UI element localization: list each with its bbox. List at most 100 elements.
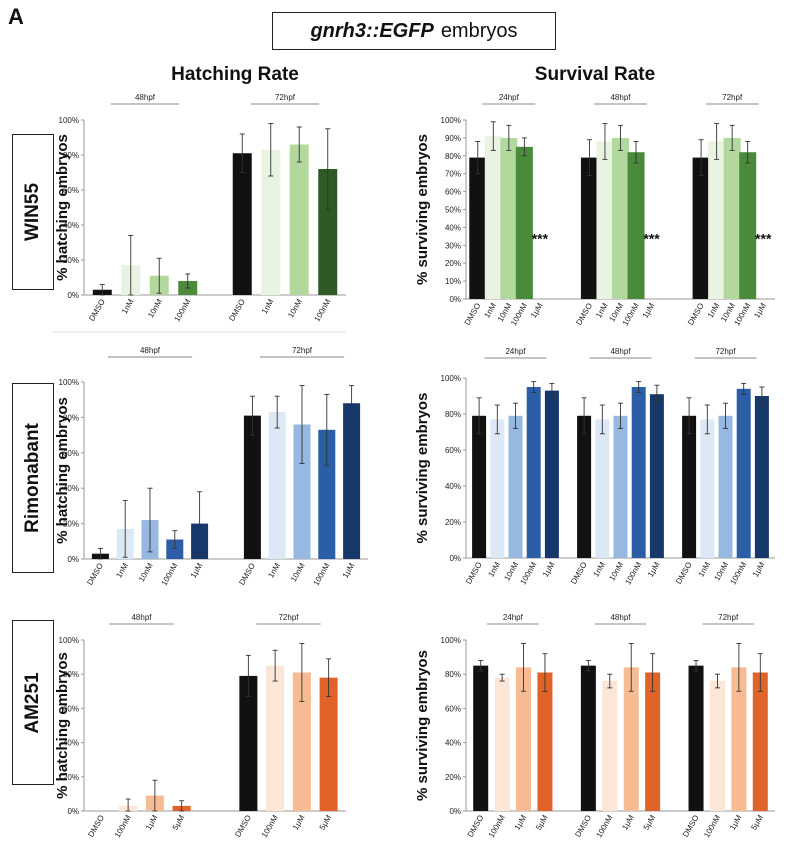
am251-hatching-bar-1-1 xyxy=(266,665,285,811)
win55-survival-y-tick-label: 90% xyxy=(445,134,461,143)
win55-hatching-y-tick-label: 40% xyxy=(63,221,79,230)
win55-hatching-y-tick-label: 100% xyxy=(59,116,79,125)
rimonabant-hatching-x-tick-label: 1μM xyxy=(341,561,357,579)
rimonabant-survival-bar-0-2 xyxy=(508,415,523,558)
am251-survival-bar-0-0 xyxy=(473,665,489,811)
panel-letter: A xyxy=(8,4,24,29)
am251-survival-y-axis-label: % surviving embryos xyxy=(414,650,431,801)
rimonabant-hatching-y-tick-label: 80% xyxy=(63,413,79,422)
am251-survival-bar-1-3 xyxy=(645,672,661,811)
rimonabant-survival-x-tick-label: 10nM xyxy=(712,560,730,582)
am251-survival-x-tick-label: 5μM xyxy=(534,813,550,831)
am251-hatching-x-tick-label: DMSO xyxy=(86,814,106,839)
win55-survival-y-tick-label: 0% xyxy=(449,295,461,304)
am251-hatching-x-tick-label: 1μM xyxy=(291,813,307,831)
rimonabant-survival-x-tick-label: 1μM xyxy=(646,560,662,578)
rimonabant-hatching-bar-1-1 xyxy=(268,412,286,559)
rimonabant-survival-bar-1-4 xyxy=(649,394,664,558)
row-label-am251: AM251 xyxy=(12,620,54,785)
win55-survival-significance-0: *** xyxy=(532,231,549,247)
rimonabant-hatching-group-1-label: 72hpf xyxy=(292,346,313,355)
rimonabant-survival-y-tick-label: 20% xyxy=(445,518,461,527)
rimonabant-survival-x-tick-label: 10nM xyxy=(502,560,520,582)
win55-hatching-x-tick-label: DMSO xyxy=(227,298,247,323)
rimonabant-survival-x-tick-label: 1nM xyxy=(696,560,712,578)
rimonabant-hatching-y-tick-label: 40% xyxy=(63,484,79,493)
rimonabant-hatching-y-axis-label: % hatching embryos xyxy=(54,397,71,544)
rimonabant-survival-bar-2-3 xyxy=(736,388,751,558)
rimonabant-hatching-group-0-label: 48hpf xyxy=(140,346,161,355)
am251-survival-bar-1-1 xyxy=(602,681,618,811)
rimonabant-hatching-y-tick-label: 20% xyxy=(63,520,79,529)
row-label-rimonabant: Rimonabant xyxy=(12,383,54,573)
rimonabant-hatching-bar-1-0 xyxy=(243,415,261,559)
win55-survival-x-tick-label: 1μM xyxy=(529,301,545,319)
rimonabant-hatching-x-tick-label: 1nM xyxy=(114,561,130,579)
am251-survival-y-tick-label: 40% xyxy=(445,739,461,748)
rimonabant-survival-group-1-label: 48hpf xyxy=(610,347,631,356)
win55-survival-bar-2-0 xyxy=(692,157,710,299)
rimonabant-survival-bar-0-1 xyxy=(490,419,505,558)
win55-hatching-y-axis-label: % hatching embryos xyxy=(54,134,71,281)
win55-hatching-bar-1-1 xyxy=(261,149,281,295)
win55-hatching-x-tick-label: 100nM xyxy=(172,297,192,323)
am251-survival-x-tick-label: DMSO xyxy=(573,814,593,839)
am251-survival-x-tick-label: 5μM xyxy=(642,813,658,831)
rimonabant-survival-x-tick-label: DMSO xyxy=(464,561,484,586)
win55-survival-bar-1-0 xyxy=(580,157,598,299)
am251-survival-x-tick-label: 100nM xyxy=(487,813,507,839)
am251-survival-x-tick-label: 100nM xyxy=(702,813,722,839)
figure-title-rest: embryos xyxy=(440,19,518,42)
win55-survival-bar-1-1 xyxy=(596,141,614,299)
win55-survival-x-tick-label: 100nM xyxy=(732,301,752,327)
win55-survival-y-tick-label: 10% xyxy=(445,277,461,286)
win55-hatching-bar-1-3 xyxy=(318,169,338,295)
rimonabant-survival-group-2-label: 72hpf xyxy=(715,347,736,356)
win55-survival-bar-2-2 xyxy=(723,137,741,299)
win55-survival-group-2-label: 72hpf xyxy=(722,93,743,102)
rimonabant-hatching-x-tick-label: DMSO xyxy=(85,562,105,587)
rimonabant-survival-bar-2-4 xyxy=(754,396,769,558)
rimonabant-survival-bar-2-1 xyxy=(700,419,715,558)
am251-hatching-y-tick-label: 0% xyxy=(67,807,79,816)
win55-survival-y-axis-label: % surviving embryos xyxy=(414,134,431,285)
win55-hatching-x-tick-label: DMSO xyxy=(87,298,107,323)
am251-hatching-bar-1-2 xyxy=(292,672,311,811)
win55-survival-y-tick-label: 100% xyxy=(441,116,461,125)
win55-hatching-group-1-label: 72hpf xyxy=(275,93,296,102)
rimonabant-hatching-bar-1-4 xyxy=(343,403,361,559)
win55-survival-x-tick-label: DMSO xyxy=(574,302,594,327)
rimonabant-survival-group-0-label: 24hpf xyxy=(505,347,526,356)
am251-survival-bar-0-2 xyxy=(516,667,532,811)
rimonabant-hatching-y-tick-label: 60% xyxy=(63,449,79,458)
rimonabant-hatching-x-tick-label: 10nM xyxy=(137,561,155,583)
am251-survival-y-tick-label: 80% xyxy=(445,670,461,679)
win55-hatching-x-tick-label: 100nM xyxy=(312,297,332,323)
win55-hatching-y-tick-label: 20% xyxy=(63,256,79,265)
am251-survival-x-tick-label: DMSO xyxy=(681,814,701,839)
rimonabant-survival-bar-2-2 xyxy=(718,415,733,558)
win55-survival-x-tick-label: 100nM xyxy=(621,301,641,327)
am251-survival-bar-2-1 xyxy=(709,681,725,811)
rimonabant-hatching-x-tick-label: 10nM xyxy=(289,561,307,583)
win55-survival-y-tick-label: 20% xyxy=(445,259,461,268)
rimonabant-survival-x-tick-label: 1μM xyxy=(541,560,557,578)
rimonabant-survival-bar-0-0 xyxy=(472,415,487,558)
rimonabant-survival-x-tick-label: 1μM xyxy=(751,560,767,578)
am251-survival-bar-2-2 xyxy=(731,667,747,811)
win55-survival-group-1-label: 48hpf xyxy=(610,93,631,102)
am251-hatching-y-axis-label: % hatching embryos xyxy=(54,652,71,799)
row-label-win55: WIN55 xyxy=(12,134,54,290)
win55-survival-group-0-label: 24hpf xyxy=(499,93,520,102)
win55-survival-bar-0-1 xyxy=(484,136,502,299)
am251-survival-bar-2-0 xyxy=(688,665,704,811)
am251-survival-group-0-label: 24hpf xyxy=(503,613,524,622)
am251-hatching-group-0-label: 48hpf xyxy=(131,613,152,622)
am251-hatching-x-tick-label: 5μM xyxy=(171,813,187,831)
rimonabant-survival-y-tick-label: 60% xyxy=(445,446,461,455)
win55-hatching-x-tick-label: 1nM xyxy=(120,297,136,315)
hatching-column-title: Hatching Rate xyxy=(171,64,299,85)
win55-survival-y-tick-label: 50% xyxy=(445,206,461,215)
am251-hatching-y-tick-label: 40% xyxy=(63,739,79,748)
am251-survival-bar-1-0 xyxy=(580,665,596,811)
